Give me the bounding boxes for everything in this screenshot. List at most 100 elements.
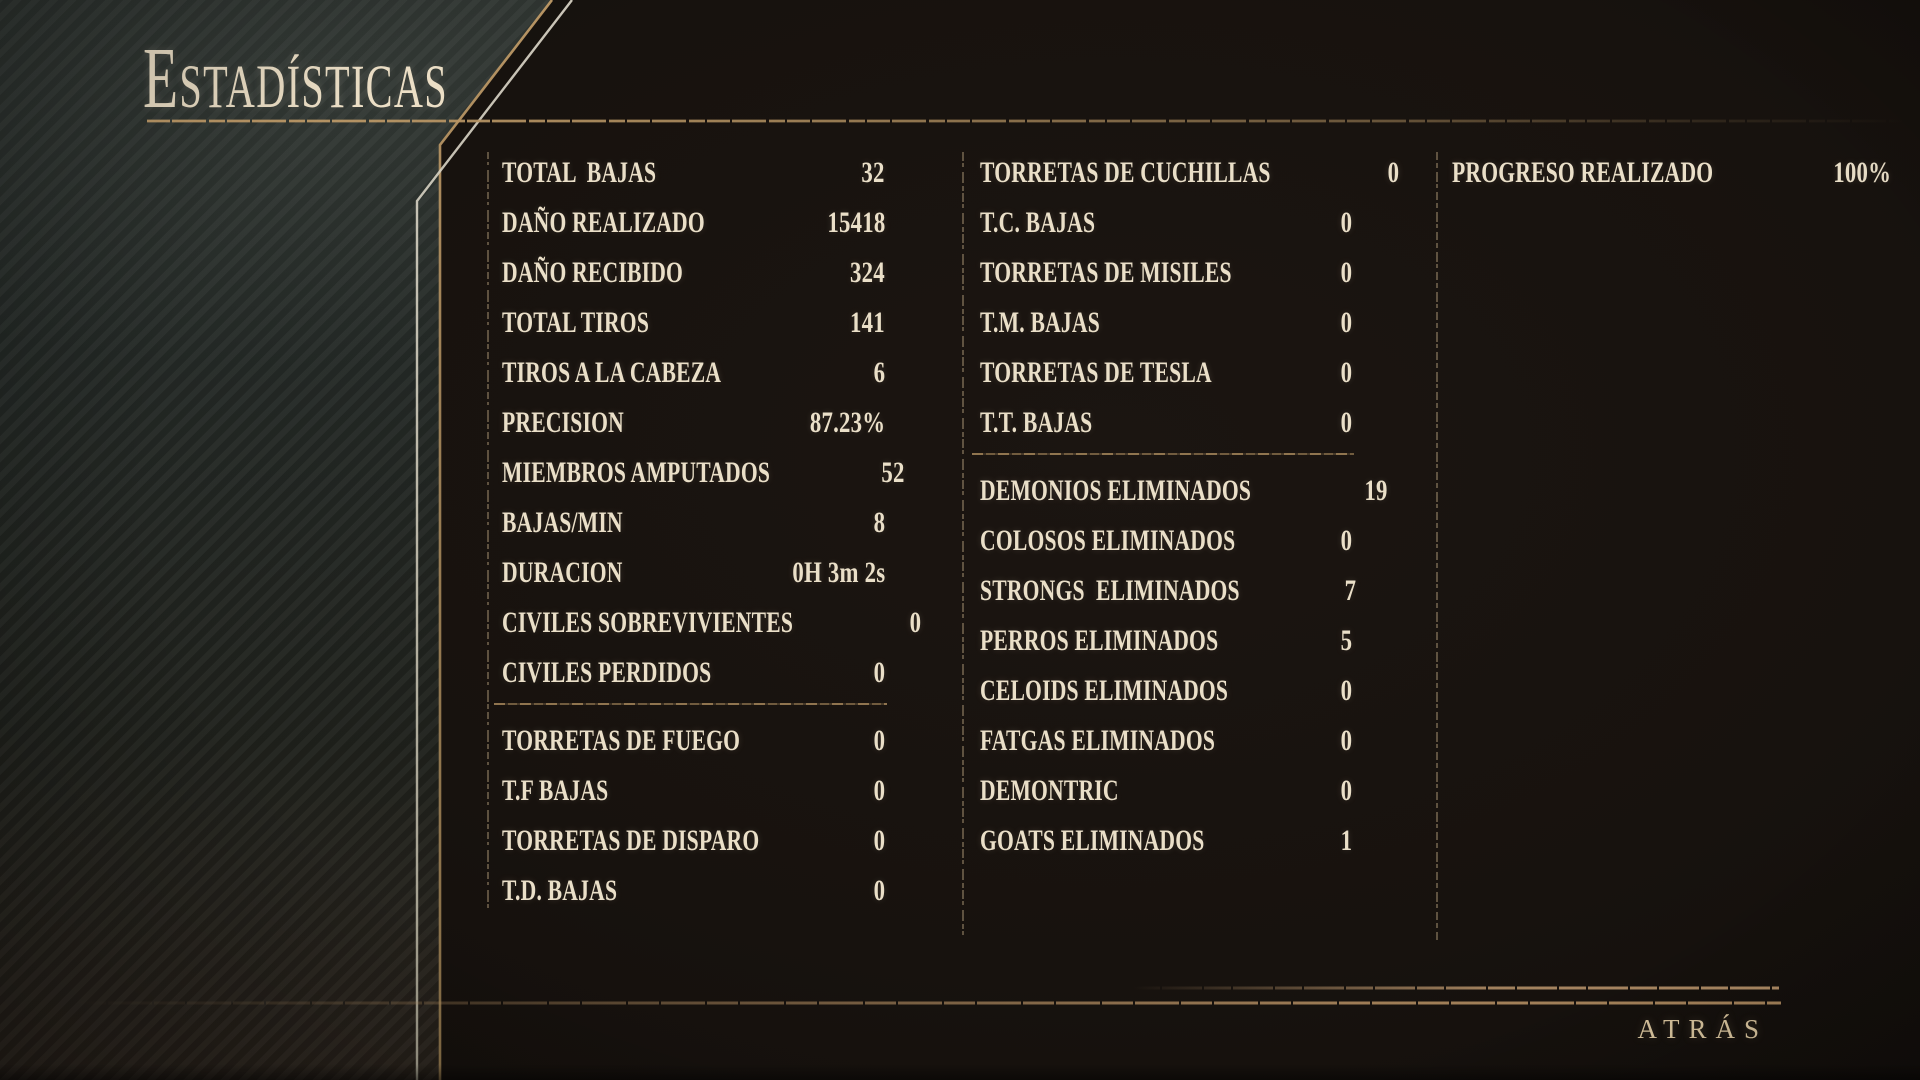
- stat-row: GOATS ELIMINADOS 1: [980, 816, 1352, 866]
- stat-row: CIVILES PERDIDOS 0: [502, 648, 885, 698]
- stat-label: TOTAL TIROS: [502, 306, 650, 339]
- stat-row: DEMONIOS ELIMINADOS 19: [980, 466, 1387, 516]
- stat-label: DAÑO RECIBIDO: [502, 256, 684, 289]
- stat-value: 0: [1340, 774, 1352, 807]
- stat-row: PERROS ELIMINADOS 5: [980, 616, 1352, 666]
- stat-label: GOATS ELIMINADOS: [980, 824, 1205, 857]
- stat-row: DEMONTRIC 0: [980, 766, 1352, 816]
- stat-label: STRONGS ELIMINADOS: [980, 574, 1240, 607]
- stat-row: TIROS A LA CABEZA 6: [502, 348, 885, 398]
- stat-label: DEMONTRIC: [980, 774, 1119, 807]
- stat-value: 6: [873, 356, 885, 389]
- stat-label: TOTAL BAJAS: [502, 156, 657, 189]
- stat-value: 0: [873, 724, 885, 757]
- stats-column-combat: TOTAL BAJAS 32 DAÑO REALIZADO 15418 DAÑO REC…: [494, 148, 921, 916]
- stat-value: 15418: [826, 206, 885, 239]
- stat-value: 0: [873, 656, 885, 689]
- stat-label: TORRETAS DE DISPARO: [502, 824, 760, 857]
- back-button[interactable]: ATRÁS: [1637, 1014, 1768, 1044]
- stat-value: 19: [1363, 474, 1388, 507]
- stat-value: 0: [873, 824, 885, 857]
- stat-row: DURACION 0H 3m 2s: [502, 548, 885, 598]
- column-divider: [494, 698, 887, 716]
- column-divider: [972, 448, 1354, 466]
- stat-label: TORRETAS DE TESLA: [980, 356, 1212, 389]
- stat-row: COLOSOS ELIMINADOS 0: [980, 516, 1352, 566]
- stat-value: 0: [1340, 306, 1352, 339]
- stat-value: 0: [1340, 524, 1352, 557]
- stat-value: 141: [850, 306, 885, 339]
- stat-value: 0: [1340, 674, 1352, 707]
- stat-row: MIEMBROS AMPUTADOS 52: [502, 448, 905, 498]
- stat-label: TORRETAS DE FUEGO: [502, 724, 741, 757]
- stat-label: BAJAS/MIN: [502, 506, 623, 539]
- stat-row: STRONGS ELIMINADOS 7: [980, 566, 1356, 616]
- stat-label: CIVILES SOBREVIVIENTES: [502, 606, 794, 639]
- stat-label: T.M. BAJAS: [980, 306, 1100, 339]
- stat-value: 52: [881, 456, 905, 489]
- stat-value: 1: [1340, 824, 1352, 857]
- stat-value: 0H 3m 2s: [791, 556, 885, 589]
- stats-column-turrets-enemies: TORRETAS DE CUCHILLAS 0 T.C. BAJAS 0 TORRETA…: [972, 148, 1399, 866]
- stat-label: CIVILES PERDIDOS: [502, 656, 712, 689]
- stat-label: T.F BAJAS: [502, 774, 609, 807]
- stat-value: 0: [873, 774, 885, 807]
- stat-label: TIROS A LA CABEZA: [502, 356, 722, 389]
- stat-value: 8: [873, 506, 885, 539]
- stat-label: FATGAS ELIMINADOS: [980, 724, 1216, 757]
- stat-label: COLOSOS ELIMINADOS: [980, 524, 1236, 557]
- stat-label: TORRETAS DE CUCHILLAS: [980, 156, 1271, 189]
- stat-row: TORRETAS DE MISILES 0: [980, 248, 1352, 298]
- stat-value: 0: [1340, 256, 1352, 289]
- stat-value: 0: [909, 606, 922, 639]
- stat-label: T.D. BAJAS: [502, 874, 618, 907]
- stat-row: TOTAL TIROS 141: [502, 298, 885, 348]
- stat-value: 7: [1344, 574, 1357, 607]
- stat-label: PRECISION: [502, 406, 624, 439]
- stat-value: 0: [1340, 406, 1352, 439]
- stat-row: PROGRESO REALIZADO 100%: [1452, 148, 1891, 198]
- stat-row: BAJAS/MIN 8: [502, 498, 885, 548]
- stat-value: 32: [861, 156, 885, 189]
- stat-value: 0: [1387, 156, 1399, 189]
- stat-row: PRECISION 87.23%: [502, 398, 885, 448]
- stat-row: FATGAS ELIMINADOS 0: [980, 716, 1352, 766]
- stat-label: DEMONIOS ELIMINADOS: [980, 474, 1252, 507]
- stats-column-progress: PROGRESO REALIZADO 100%: [1452, 148, 1891, 198]
- stat-row: TOTAL BAJAS 32: [502, 148, 885, 198]
- stat-row: DAÑO REALIZADO 15418: [502, 198, 885, 248]
- stat-value: 87.23%: [809, 406, 885, 439]
- stat-label: MIEMBROS AMPUTADOS: [502, 456, 771, 489]
- stat-label: T.C. BAJAS: [980, 206, 1096, 239]
- stat-row: TORRETAS DE TESLA 0: [980, 348, 1352, 398]
- stat-row: T.T. BAJAS 0: [980, 398, 1352, 448]
- stat-label: T.T. BAJAS: [980, 406, 1093, 439]
- stat-value: 324: [850, 256, 885, 289]
- page-title-initial: E: [143, 29, 180, 126]
- stat-row: CELOIDS ELIMINADOS 0: [980, 666, 1352, 716]
- stat-value: 0: [1340, 724, 1352, 757]
- stat-label: CELOIDS ELIMINADOS: [980, 674, 1229, 707]
- stat-row: TORRETAS DE DISPARO 0: [502, 816, 885, 866]
- stat-row: DAÑO RECIBIDO 324: [502, 248, 885, 298]
- stat-row: T.M. BAJAS 0: [980, 298, 1352, 348]
- stat-value: 0: [1340, 206, 1352, 239]
- stat-row: T.F BAJAS 0: [502, 766, 885, 816]
- stat-value: 100%: [1833, 156, 1892, 189]
- stat-label: DURACION: [502, 556, 623, 589]
- stat-label: PERROS ELIMINADOS: [980, 624, 1219, 657]
- stat-row: T.D. BAJAS 0: [502, 866, 885, 916]
- stat-row: TORRETAS DE CUCHILLAS 0: [980, 148, 1399, 198]
- stat-row: TORRETAS DE FUEGO 0: [502, 716, 885, 766]
- stat-label: DAÑO REALIZADO: [502, 206, 705, 239]
- stat-value: 5: [1340, 624, 1352, 657]
- stat-value: 0: [873, 874, 885, 907]
- stat-label: TORRETAS DE MISILES: [980, 256, 1232, 289]
- stat-value: 0: [1340, 356, 1352, 389]
- stat-row: T.C. BAJAS 0: [980, 198, 1352, 248]
- page-title-rest: STADÍSTICAS: [179, 54, 448, 121]
- stat-label: PROGRESO REALIZADO: [1452, 156, 1714, 189]
- page-title: ESTADÍSTICAS: [143, 34, 448, 121]
- stat-row: CIVILES SOBREVIVIENTES 0: [502, 598, 921, 648]
